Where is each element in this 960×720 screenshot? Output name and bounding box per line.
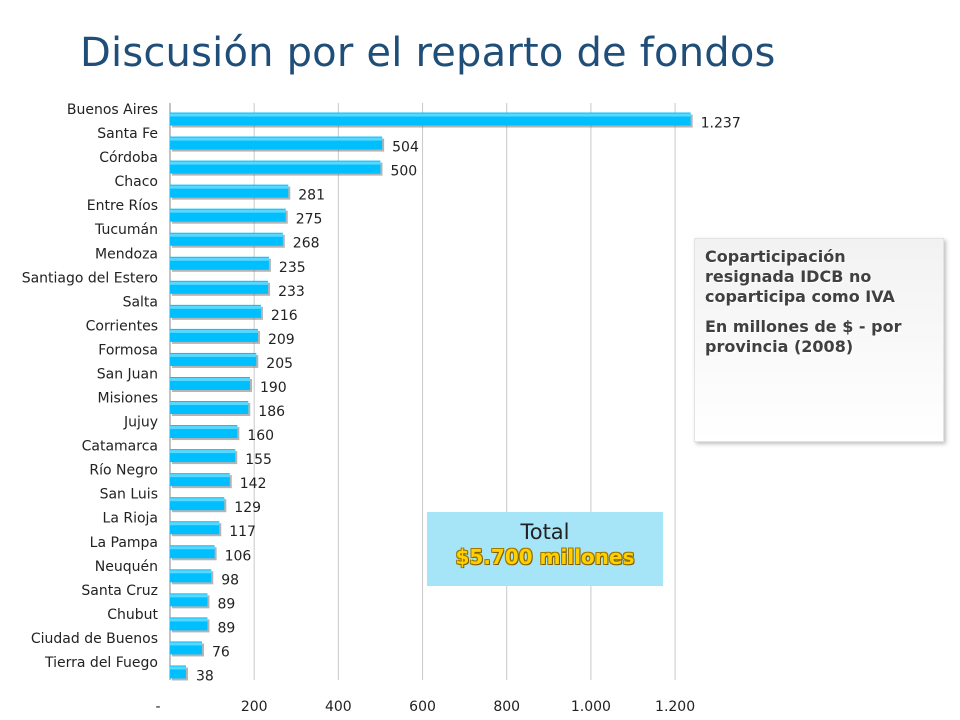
value-label-3: 281 [298, 188, 325, 204]
bar-highlight-17 [170, 522, 220, 526]
value-label-20: 89 [217, 596, 235, 612]
bar-highlight-15 [170, 474, 230, 478]
bar-highlight-19 [170, 570, 212, 574]
bar-highlight-16 [170, 498, 225, 502]
value-label-11: 190 [260, 380, 287, 396]
info-line-2: En millones de $ - por provincia (2008) [705, 317, 902, 356]
value-label-1: 504 [392, 140, 419, 156]
category-label-13: Jujuy [123, 415, 158, 431]
bar-highlight-18 [170, 546, 215, 550]
category-label-20: Santa Cruz [81, 583, 158, 599]
category-label-18: La Pampa [90, 535, 158, 551]
total-label: Total [520, 520, 570, 544]
category-label-1: Santa Fe [97, 126, 158, 142]
bar-highlight-11 [170, 377, 250, 381]
category-label-21: Chubut [107, 607, 158, 623]
bar-highlight-10 [170, 353, 257, 357]
category-label-15: Río Negro [89, 463, 158, 479]
info-line-1: Coparticipación resignada IDCB no copart… [705, 247, 895, 306]
value-label-12: 186 [258, 404, 285, 420]
category-label-11: San Juan [97, 366, 158, 382]
bar-highlight-22 [170, 642, 202, 646]
category-label-2: Córdoba [99, 150, 158, 166]
total-box: Total $5.700 millones [427, 512, 663, 586]
bar-highlight-13 [170, 426, 238, 430]
value-label-0: 1.237 [701, 116, 741, 132]
value-label-21: 89 [217, 620, 235, 636]
bar-highlight-9 [170, 329, 258, 333]
x-tick-label-2: 400 [325, 699, 352, 715]
info-box: Coparticipación resignada IDCB no copart… [694, 238, 944, 442]
value-label-17: 117 [229, 524, 256, 540]
category-label-3: Chaco [115, 174, 159, 190]
category-label-10: Formosa [98, 342, 158, 358]
category-label-22: Ciudad de Buenos [31, 631, 158, 647]
category-label-12: Misiones [98, 391, 159, 407]
bar-highlight-1 [170, 137, 383, 141]
value-label-13: 160 [247, 428, 274, 444]
x-tick-label-6: 1.200 [655, 699, 695, 715]
bar-highlight-2 [170, 161, 381, 165]
category-label-16: San Luis [100, 487, 158, 503]
bar-highlight-7 [170, 281, 269, 285]
value-label-16: 129 [234, 500, 261, 516]
value-label-15: 142 [240, 476, 267, 492]
total-value: $5.700 millones [455, 545, 635, 569]
bar-highlight-4 [170, 209, 286, 213]
value-labels: 1.237 504 500 281 275 268 235 233 216 209 205 190 18… [196, 116, 741, 685]
bar-highlight-23 [170, 666, 186, 670]
value-label-9: 209 [268, 332, 295, 348]
category-label-23: Tierra del Fuego [44, 655, 158, 671]
category-label-8: Salta [123, 294, 158, 310]
page-title: Discusión por el reparto de fondos [80, 30, 776, 76]
x-tick-label-1: 200 [241, 699, 268, 715]
value-label-18: 106 [225, 548, 252, 564]
category-label-0: Buenos Aires [67, 102, 158, 118]
category-label-17: La Rioja [103, 511, 158, 527]
category-label-4: Entre Ríos [87, 198, 158, 214]
bar-highlight-0 [170, 113, 691, 117]
category-label-5: Tucumán [94, 222, 158, 238]
value-label-22: 76 [212, 644, 230, 660]
x-tick-label-3: 600 [409, 699, 436, 715]
bars [170, 112, 693, 681]
value-label-4: 275 [296, 212, 323, 228]
bar-highlight-14 [170, 450, 236, 454]
value-label-19: 98 [221, 572, 239, 588]
category-label-6: Mendoza [95, 246, 158, 262]
value-label-8: 216 [271, 308, 298, 324]
bar-highlight-12 [170, 402, 249, 406]
bar-highlight-6 [170, 257, 269, 261]
value-label-23: 38 [196, 668, 214, 684]
value-label-14: 155 [245, 452, 272, 468]
category-label-7: Santiago del Estero [22, 270, 158, 286]
x-tick-label-4: 800 [493, 699, 520, 715]
category-label-19: Neuquén [95, 559, 158, 575]
bar-highlight-8 [170, 305, 261, 309]
value-label-7: 233 [278, 284, 305, 300]
bar-highlight-5 [170, 233, 283, 237]
value-label-5: 268 [293, 236, 320, 252]
value-label-2: 500 [390, 164, 417, 180]
value-label-10: 205 [266, 356, 293, 372]
x-tick-labels: - 200 400 600 800 1.000 1.200 [155, 699, 695, 715]
category-labels: Buenos Aires Santa Fe Córdoba Chaco Entre Rí… [22, 102, 159, 671]
bar-highlight-21 [170, 618, 208, 622]
value-label-6: 235 [279, 260, 306, 276]
bar-highlight-3 [170, 185, 289, 189]
bar-highlight-20 [170, 594, 208, 598]
category-label-14: Catamarca [82, 439, 158, 455]
x-tick-label-5: 1.000 [571, 699, 611, 715]
category-label-9: Corrientes [86, 318, 158, 334]
x-tick-label-0: - [155, 699, 160, 715]
